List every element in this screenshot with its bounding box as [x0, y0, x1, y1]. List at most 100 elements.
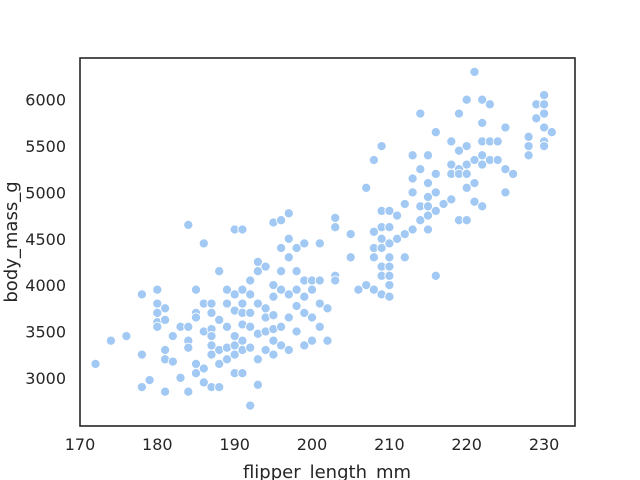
- data-point: [198, 238, 209, 249]
- data-point: [268, 335, 279, 346]
- data-point: [531, 113, 542, 124]
- data-point: [299, 291, 310, 302]
- data-point: [183, 342, 194, 353]
- data-point: [392, 210, 403, 221]
- data-point: [260, 261, 271, 272]
- data-point: [291, 266, 302, 277]
- data-point: [276, 215, 287, 226]
- data-point: [283, 233, 294, 244]
- data-point: [546, 127, 557, 138]
- data-point: [291, 300, 302, 312]
- data-point: [276, 242, 287, 254]
- data-point: [206, 349, 217, 360]
- plot-frame: [79, 57, 576, 427]
- data-point: [237, 284, 248, 295]
- data-point: [314, 238, 325, 249]
- data-point: [221, 321, 233, 332]
- x-tick-label: 180: [142, 435, 173, 454]
- data-point: [136, 382, 147, 393]
- data-point: [252, 266, 263, 277]
- data-point: [268, 280, 279, 291]
- data-point: [283, 289, 294, 300]
- data-point: [376, 141, 387, 152]
- data-point: [461, 182, 472, 193]
- data-point: [237, 224, 248, 235]
- data-point: [268, 291, 279, 302]
- data-point: [136, 289, 147, 300]
- data-point: [384, 270, 395, 281]
- data-point: [330, 275, 341, 286]
- data-point: [376, 242, 387, 254]
- data-point: [221, 298, 233, 309]
- data-point: [245, 400, 256, 411]
- data-point: [368, 284, 379, 295]
- data-point: [523, 141, 534, 152]
- data-point: [415, 108, 426, 119]
- data-point: [361, 280, 372, 291]
- data-point: [430, 187, 441, 198]
- data-point: [523, 150, 534, 161]
- y-tick-label: 4500: [25, 230, 66, 249]
- data-point: [477, 94, 488, 105]
- data-point: [469, 66, 480, 77]
- data-point: [237, 335, 248, 346]
- data-point: [237, 298, 248, 309]
- data-point: [214, 314, 225, 325]
- data-point: [291, 326, 302, 337]
- data-point: [422, 150, 434, 161]
- data-point: [477, 117, 488, 128]
- data-point: [314, 321, 325, 332]
- y-axis-label: body_mass_g: [1, 181, 22, 302]
- data-point: [245, 275, 256, 286]
- data-point: [330, 212, 341, 223]
- data-point: [245, 289, 256, 300]
- data-point: [422, 178, 434, 189]
- data-point: [430, 127, 441, 138]
- data-point: [453, 145, 465, 156]
- data-point: [492, 154, 503, 166]
- data-point: [508, 168, 519, 179]
- data-point: [221, 284, 233, 295]
- data-point: [190, 284, 202, 295]
- data-point: [314, 298, 325, 309]
- data-point: [469, 196, 480, 207]
- data-point: [152, 284, 163, 295]
- data-point: [539, 122, 550, 133]
- data-point: [183, 321, 194, 332]
- data-point: [291, 242, 302, 254]
- y-tick-label: 6000: [25, 91, 66, 110]
- data-point: [167, 331, 178, 342]
- data-point: [214, 266, 225, 277]
- data-point: [306, 284, 318, 295]
- data-point: [314, 275, 325, 286]
- points-layer: [90, 66, 557, 411]
- data-point: [384, 261, 395, 272]
- data-point: [407, 224, 418, 235]
- data-point: [252, 379, 263, 390]
- data-point: [500, 164, 511, 175]
- data-point: [175, 372, 186, 383]
- data-point: [384, 205, 395, 216]
- data-point: [276, 321, 287, 332]
- data-point: [384, 280, 395, 291]
- data-point: [407, 173, 418, 184]
- data-point: [306, 335, 318, 346]
- data-point: [276, 340, 287, 351]
- data-point: [160, 344, 171, 356]
- data-point: [399, 252, 410, 263]
- data-point: [260, 344, 271, 356]
- data-point: [430, 168, 441, 179]
- data-point: [152, 321, 163, 332]
- data-point: [539, 90, 550, 101]
- x-axis-ticks: 170 180 190 200 210 220 230: [65, 435, 560, 454]
- data-point: [461, 141, 472, 152]
- data-point: [415, 215, 426, 226]
- data-point: [160, 386, 171, 397]
- data-point: [260, 303, 271, 314]
- data-point: [90, 358, 101, 369]
- data-point: [245, 342, 256, 353]
- y-tick-label: 3500: [25, 323, 66, 342]
- data-point: [183, 386, 194, 397]
- data-point: [276, 284, 287, 295]
